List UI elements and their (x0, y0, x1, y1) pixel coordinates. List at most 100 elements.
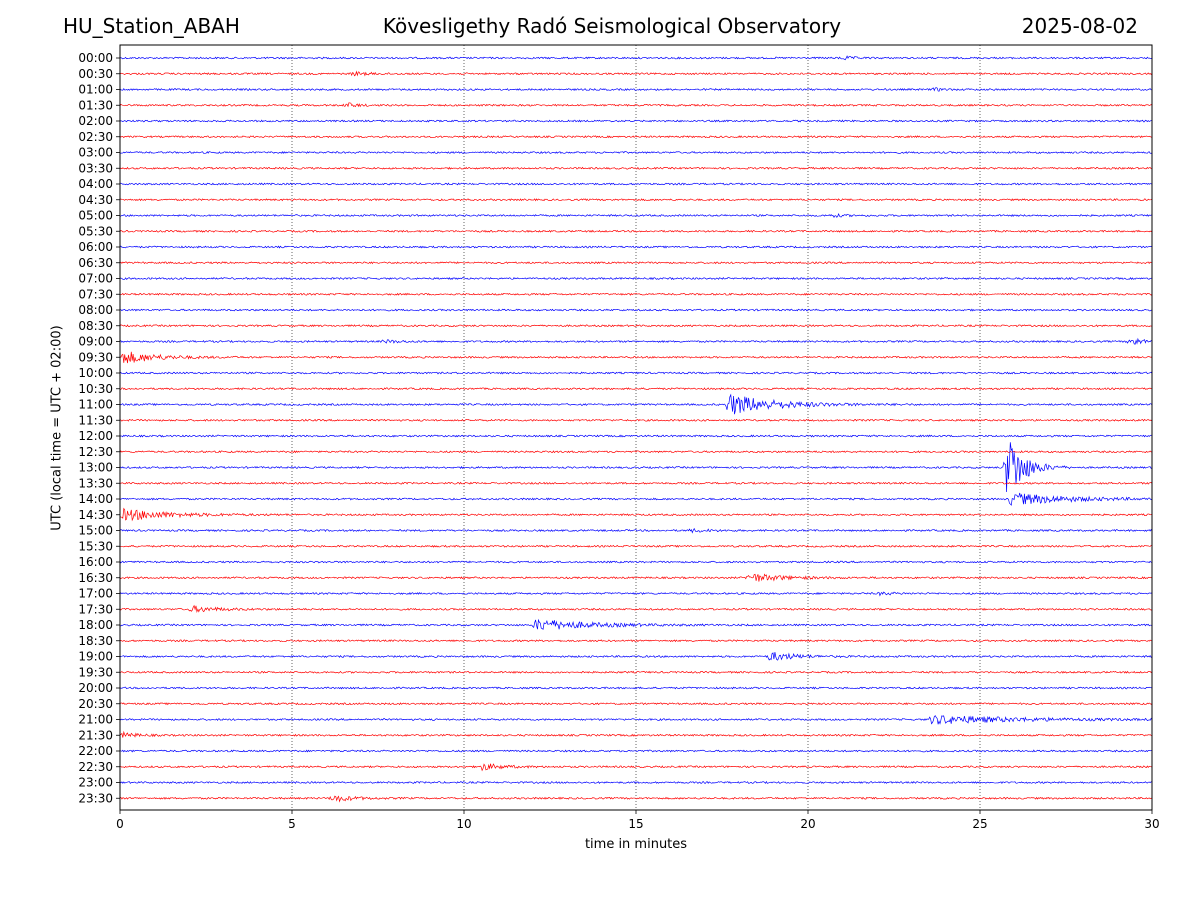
trace-0130 (119, 102, 1153, 108)
y-tick-label: 08:00 (78, 303, 113, 317)
y-tick-label: 04:00 (78, 177, 113, 191)
trace-0600 (119, 245, 1153, 249)
trace-2330 (119, 795, 1153, 803)
y-tick-label: 23:30 (78, 791, 113, 805)
y-tick-label: 15:30 (78, 539, 113, 553)
trace-1630 (119, 573, 1153, 582)
trace-0430 (119, 198, 1153, 202)
y-tick-label: 22:00 (78, 744, 113, 758)
trace-1600 (119, 560, 1153, 564)
trace-0330 (119, 166, 1153, 170)
observatory-title: Kövesligethy Radó Seismological Observat… (382, 14, 842, 38)
trace-1830 (119, 639, 1153, 643)
date-title: 2025-08-02 (1021, 14, 1138, 38)
trace-2300 (119, 780, 1153, 785)
y-tick-label: 06:30 (78, 256, 113, 270)
y-tick-label: 20:00 (78, 681, 113, 695)
trace-1500 (119, 527, 1153, 534)
trace-0300 (119, 150, 1153, 154)
y-tick-label: 16:00 (78, 555, 113, 569)
y-tick-label: 13:30 (78, 476, 113, 490)
y-tick-label: 02:30 (78, 130, 113, 144)
y-tick-label: 14:30 (78, 508, 113, 522)
trace-1900 (119, 652, 1153, 661)
trace-2130 (119, 730, 1153, 738)
y-tick-label: 09:30 (78, 350, 113, 364)
trace-1300 (119, 442, 1153, 493)
y-tick-label: 23:00 (78, 776, 113, 790)
trace-0900 (119, 337, 1153, 345)
trace-0000 (119, 55, 1153, 61)
trace-1200 (119, 434, 1153, 438)
trace-0100 (119, 87, 1152, 92)
trace-1930 (119, 670, 1153, 674)
trace-1530 (119, 544, 1153, 548)
y-tick-label: 09:00 (78, 335, 113, 349)
x-tick-label: 0 (116, 817, 124, 831)
y-tick-label: 03:30 (78, 161, 113, 175)
y-tick-label: 11:30 (78, 413, 113, 427)
trace-2000 (119, 686, 1153, 690)
y-tick-label: 01:30 (78, 98, 113, 112)
seismic-traces (119, 55, 1153, 803)
y-tick-label: 00:30 (78, 67, 113, 81)
y-tick-label: 13:00 (78, 461, 113, 475)
y-tick-label: 19:30 (78, 665, 113, 679)
y-tick-label: 01:00 (78, 83, 113, 97)
trace-0700 (119, 277, 1153, 281)
trace-1230 (119, 450, 1153, 454)
y-tick-label: 05:00 (78, 209, 113, 223)
trace-1430 (119, 507, 1153, 522)
trace-0730 (119, 292, 1153, 296)
y-tick-label: 12:00 (78, 429, 113, 443)
trace-2200 (119, 749, 1153, 753)
y-tick-label: 02:00 (78, 114, 113, 128)
trace-1130 (119, 418, 1153, 422)
y-tick-label: 18:00 (78, 618, 113, 632)
y-tick-label: 07:00 (78, 272, 113, 286)
y-tick-label: 06:00 (78, 240, 113, 254)
y-tick-label: 22:30 (78, 760, 113, 774)
trace-0630 (119, 261, 1153, 265)
x-tick-label: 20 (800, 817, 815, 831)
trace-0530 (119, 229, 1153, 233)
trace-0500 (119, 213, 1153, 219)
trace-1730 (119, 604, 1153, 613)
y-tick-label: 21:00 (78, 713, 113, 727)
x-tick-label: 25 (972, 817, 987, 831)
y-tick-label: 18:30 (78, 634, 113, 648)
y-tick-label: 07:30 (78, 287, 113, 301)
trace-1330 (119, 481, 1153, 485)
y-tick-label: 11:00 (78, 398, 113, 412)
y-tick-label: 12:30 (78, 445, 113, 459)
trace-1000 (119, 371, 1153, 375)
trace-2030 (119, 702, 1153, 706)
x-tick-label: 15 (628, 817, 643, 831)
y-tick-label: 17:00 (78, 587, 113, 601)
y-tick-label: 08:30 (78, 319, 113, 333)
grid-lines (291, 45, 981, 810)
x-tick-label: 10 (456, 817, 471, 831)
trace-1700 (119, 591, 1153, 597)
trace-0830 (119, 324, 1153, 328)
station-title: HU_Station_ABAH (63, 14, 240, 38)
trace-2100 (119, 715, 1153, 725)
trace-0200 (119, 119, 1153, 123)
y-tick-label: 04:30 (78, 193, 113, 207)
y-tick-label: 20:30 (78, 697, 113, 711)
y-axis-label: UTC (local time = UTC + 02:00) (49, 325, 65, 531)
trace-0800 (119, 308, 1153, 312)
trace-0230 (119, 135, 1153, 139)
y-tick-label: 03:00 (78, 146, 113, 160)
y-tick-label: 16:30 (78, 571, 113, 585)
y-tick-label: 19:00 (78, 650, 113, 664)
x-axis-label: time in minutes (584, 837, 688, 852)
trace-1100 (119, 393, 1153, 415)
y-tick-label: 15:00 (78, 524, 113, 538)
y-tick-label: 05:30 (78, 224, 113, 238)
y-tick-label: 10:30 (78, 382, 113, 396)
trace-2230 (120, 763, 1153, 772)
y-tick-label: 10:00 (78, 366, 113, 380)
x-tick-label: 30 (1144, 817, 1159, 831)
